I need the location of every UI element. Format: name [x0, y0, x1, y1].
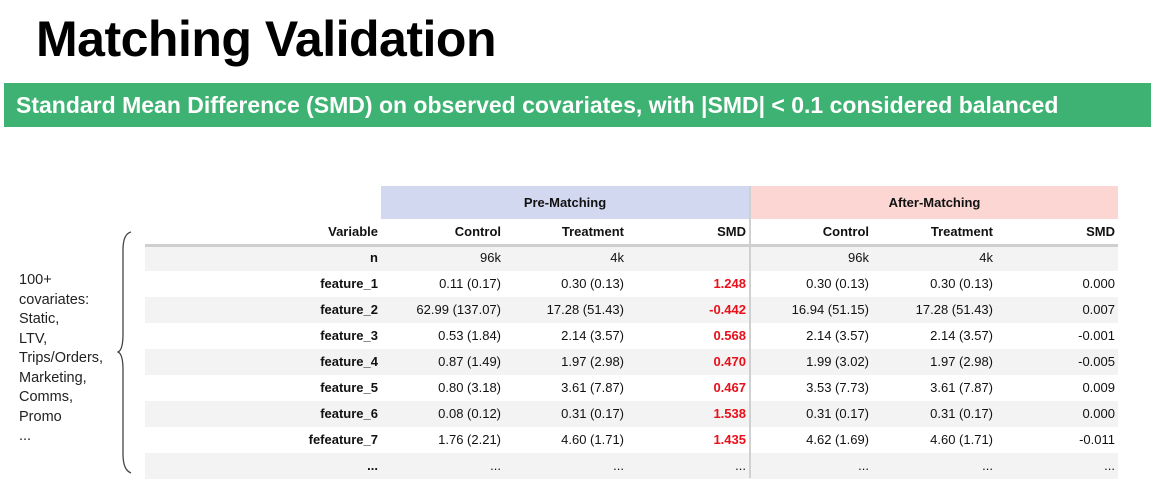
table-cell-post-treatment: 2.14 (3.57)	[930, 328, 993, 343]
page-title: Matching Validation	[36, 11, 496, 67]
table-cell-post-treatment: ...	[982, 458, 993, 473]
table-cell-pre-treatment: 17.28 (51.43)	[546, 302, 624, 317]
table-cell-post-control: 16.94 (51.15)	[791, 302, 869, 317]
table-cell-post-control: 0.31 (0.17)	[806, 406, 869, 421]
table-row-stripe	[145, 245, 1118, 271]
table-cell-post-control: 4.62 (1.69)	[806, 432, 869, 447]
covariates-note-line: 100+	[19, 272, 52, 288]
after-matching-label: After-Matching	[888, 195, 981, 210]
table-row-stripe	[145, 453, 1118, 479]
table-cell-post-treatment: 4.60 (1.71)	[930, 432, 993, 447]
table-cell-variable: feature_6	[320, 406, 378, 421]
table-row-stripe	[145, 401, 1118, 427]
column-header-post-smd: SMD	[1086, 224, 1115, 239]
table-cell-post-smd: 0.009	[1082, 380, 1115, 395]
table-cell-post-treatment: 3.61 (7.87)	[930, 380, 993, 395]
table-cell-pre-control: 1.76 (2.21)	[438, 432, 501, 447]
table-cell-post-smd: 0.000	[1082, 406, 1115, 421]
covariates-note-line: Trips/Orders,	[19, 350, 104, 366]
table-cell-variable: feature_2	[320, 302, 378, 317]
table-cell-variable: feature_5	[320, 380, 378, 395]
column-header-pre-treatment: Treatment	[561, 224, 624, 239]
table-cell-pre-control: 96k	[480, 250, 501, 265]
table-cell-pre-control: 0.80 (3.18)	[438, 380, 501, 395]
table-cell-pre-smd: ...	[735, 458, 746, 473]
table-cell-pre-treatment: 0.31 (0.17)	[561, 406, 624, 421]
table-cell-post-treatment: 17.28 (51.43)	[915, 302, 993, 317]
column-header-variable: Variable	[328, 224, 378, 239]
table-cell-post-control: 3.53 (7.73)	[806, 380, 869, 395]
table-cell-post-treatment: 0.30 (0.13)	[930, 276, 993, 291]
table-cell-post-treatment: 1.97 (2.98)	[930, 354, 993, 369]
table-cell-post-smd: -0.005	[1078, 354, 1115, 369]
table-cell-pre-treatment: 4k	[610, 250, 624, 265]
table-cell-pre-treatment: 0.30 (0.13)	[561, 276, 624, 291]
table-row-stripe	[145, 297, 1118, 323]
table-row-stripe	[145, 349, 1118, 375]
table-cell-pre-control: 0.53 (1.84)	[438, 328, 501, 343]
table-cell-post-smd: 0.000	[1082, 276, 1115, 291]
table-cell-pre-smd: 1.435	[713, 432, 746, 447]
covariates-note-line: Marketing,	[19, 369, 87, 386]
table-cell-pre-smd: 1.538	[713, 406, 746, 421]
table-cell-pre-smd: -0.442	[709, 302, 746, 317]
table-cell-post-control: 1.99 (3.02)	[806, 354, 869, 369]
table-cell-pre-treatment: 2.14 (3.57)	[561, 328, 624, 343]
column-header-pre-control: Control	[454, 224, 501, 239]
table-cell-pre-control: ...	[490, 458, 501, 473]
table-cell-pre-smd: 0.568	[713, 328, 746, 343]
table-cell-post-control: 96k	[848, 250, 869, 265]
group-divider	[749, 186, 751, 478]
covariates-note-line: ...	[19, 428, 32, 444]
pre-matching-header: Pre-Matching	[381, 186, 749, 219]
column-header-pre-smd: SMD	[717, 224, 746, 239]
table-cell-pre-treatment: 4.60 (1.71)	[561, 432, 624, 447]
table-cell-pre-treatment: 3.61 (7.87)	[561, 380, 624, 395]
table-cell-pre-treatment: ...	[613, 458, 624, 473]
covariates-note-line: Static,	[19, 311, 60, 327]
table-cell-post-smd: -0.011	[1079, 432, 1115, 447]
table-cell-post-control: 0.30 (0.13)	[806, 276, 869, 291]
table-cell-pre-smd: 0.470	[713, 354, 746, 369]
table-cell-variable: feature_4	[320, 354, 378, 369]
table-cell-variable: ...	[367, 458, 378, 473]
table-cell-post-treatment: 0.31 (0.17)	[930, 406, 993, 421]
table-cell-pre-control: 0.08 (0.12)	[438, 406, 501, 421]
table-cell-variable: fefeature_7	[308, 432, 378, 447]
table-cell-post-control: 2.14 (3.57)	[806, 328, 869, 343]
table-cell-pre-control: 0.11 (0.17)	[439, 276, 501, 291]
column-header-post-control: Control	[822, 224, 869, 239]
pre-matching-label: Pre-Matching	[523, 195, 607, 210]
table-cell-pre-control: 62.99 (137.07)	[416, 302, 501, 317]
table-cell-variable: feature_3	[320, 328, 378, 343]
covariates-note-line: Promo	[19, 408, 62, 425]
table-cell-variable: n	[370, 250, 378, 265]
table-cell-post-smd: -0.001	[1078, 328, 1115, 343]
covariates-note-line: covariates:	[19, 291, 90, 308]
table-cell-post-smd	[955, 245, 1115, 271]
table-cell-pre-control: 0.87 (1.49)	[438, 354, 501, 369]
table-cell-pre-treatment: 1.97 (2.98)	[561, 354, 624, 369]
covariates-note: 100+ covariates: Static, LTV, Trips/Orders, M…	[19, 271, 124, 447]
after-matching-header: After-Matching	[751, 186, 1118, 219]
header-divider	[145, 244, 1118, 247]
table-cell-post-treatment: 4k	[979, 250, 993, 265]
table-cell-variable: feature_1	[320, 276, 378, 291]
curly-brace-icon	[117, 231, 132, 474]
table-cell-pre-smd: 0.467	[713, 380, 746, 395]
table-cell-post-control: ...	[858, 458, 869, 473]
subtitle-banner: Standard Mean Difference (SMD) on observ…	[4, 83, 1151, 127]
table-cell-post-smd: ...	[1104, 458, 1115, 473]
column-header-post-treatment: Treatment	[930, 224, 993, 239]
covariates-note-line: LTV,	[19, 330, 48, 347]
table-cell-pre-smd: 1.248	[713, 276, 746, 291]
covariates-note-line: Comms,	[19, 389, 73, 405]
table-cell-post-smd: 0.007	[1082, 302, 1115, 317]
